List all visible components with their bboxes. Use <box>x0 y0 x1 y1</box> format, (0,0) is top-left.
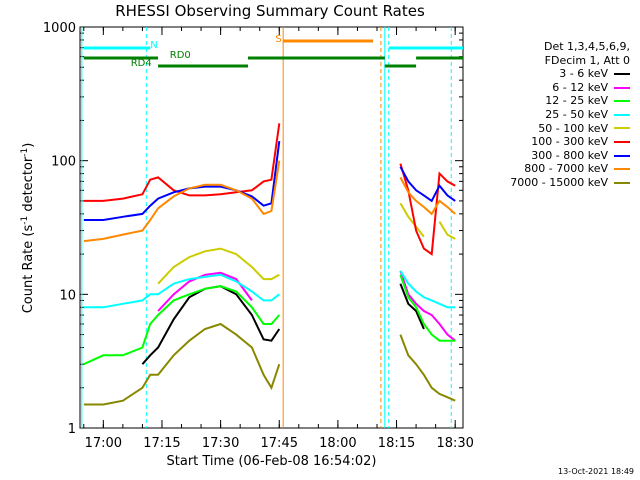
y-axis-label: Count Rate (s-1 detector-1) <box>20 143 36 314</box>
series-line <box>83 322 456 406</box>
x-tick-label: 18:15 <box>378 436 415 451</box>
legend-item-swatch <box>614 86 630 89</box>
legend-item-swatch <box>614 100 630 103</box>
legend-item-label: 12 - 25 keV <box>545 94 608 108</box>
x-tick-label: 17:45 <box>261 436 298 451</box>
series-line <box>83 160 456 243</box>
y-tick-label: 10 <box>59 288 76 303</box>
status-annotation: RD4 <box>131 58 152 69</box>
legend-item-label: 3 - 6 keV <box>559 67 608 81</box>
x-axis-label: Start Time (06-Feb-08 16:54:02) <box>166 454 377 469</box>
legend-item: 25 - 50 keV <box>480 108 630 122</box>
legend-item-swatch <box>614 127 630 130</box>
legend-item-swatch <box>614 154 630 157</box>
legend-item: 50 - 100 keV <box>480 122 630 136</box>
legend-header-line-2: FDecim 1, Att 0 <box>544 53 630 67</box>
x-tick-label: 17:30 <box>202 436 239 451</box>
legend-item: 300 - 800 keV <box>480 149 630 163</box>
legend-item-label: 25 - 50 keV <box>545 107 608 121</box>
legend-item-label: 7000 - 15000 keV <box>510 175 608 189</box>
legend-item-label: 300 - 800 keV <box>531 148 608 162</box>
legend-item-swatch <box>614 72 630 75</box>
legend-item-swatch <box>614 140 630 143</box>
x-tick-label: 18:30 <box>436 436 473 451</box>
plot-frame <box>79 26 464 429</box>
timestamp: 13-Oct-2021 18:49 <box>558 467 634 476</box>
legend-item-label: 800 - 7000 keV <box>524 162 608 176</box>
status-annotation: N <box>150 40 157 51</box>
x-tick-label: 17:00 <box>85 436 122 451</box>
legend-item: 3 - 6 keV <box>480 67 630 81</box>
y-tick-label: 100 <box>51 155 76 170</box>
chart-title: RHESSI Observing Summary Count Rates <box>115 2 425 20</box>
y-tick-label: 1000 <box>43 21 76 36</box>
series-line <box>83 274 456 366</box>
legend-item: 100 - 300 keV <box>480 135 630 149</box>
legend-item-label: 50 - 100 keV <box>538 121 608 135</box>
series-line <box>157 270 456 342</box>
legend-item-swatch <box>614 181 630 184</box>
legend-header-line-1: Det 1,3,4,5,6,9, <box>543 40 630 53</box>
legend-item: 12 - 25 keV <box>480 94 630 108</box>
legend-item-swatch <box>614 168 630 171</box>
x-tick-label: 17:15 <box>143 436 180 451</box>
series-line <box>83 123 456 256</box>
x-tick-label: 18:00 <box>319 436 356 451</box>
legend-item-label: 6 - 12 keV <box>552 80 608 94</box>
status-annotation: RD0 <box>170 50 191 61</box>
series-line <box>83 270 456 309</box>
y-tick-label: 1 <box>68 422 76 437</box>
legend-item: 6 - 12 keV <box>480 81 630 95</box>
series-line <box>157 202 456 285</box>
legend: Det 1,3,4,5,6,9, FDecim 1, Att 0 3 - 6 k… <box>480 40 630 190</box>
legend-item: 7000 - 15000 keV <box>480 176 630 190</box>
legend-items: 3 - 6 keV 6 - 12 keV 12 - 25 keV 25 - 50 ke… <box>480 67 630 189</box>
legend-item-swatch <box>614 113 630 116</box>
legend-item-label: 100 - 300 keV <box>531 135 608 149</box>
legend-item: 800 - 7000 keV <box>480 162 630 176</box>
status-annotation: S <box>275 34 281 45</box>
